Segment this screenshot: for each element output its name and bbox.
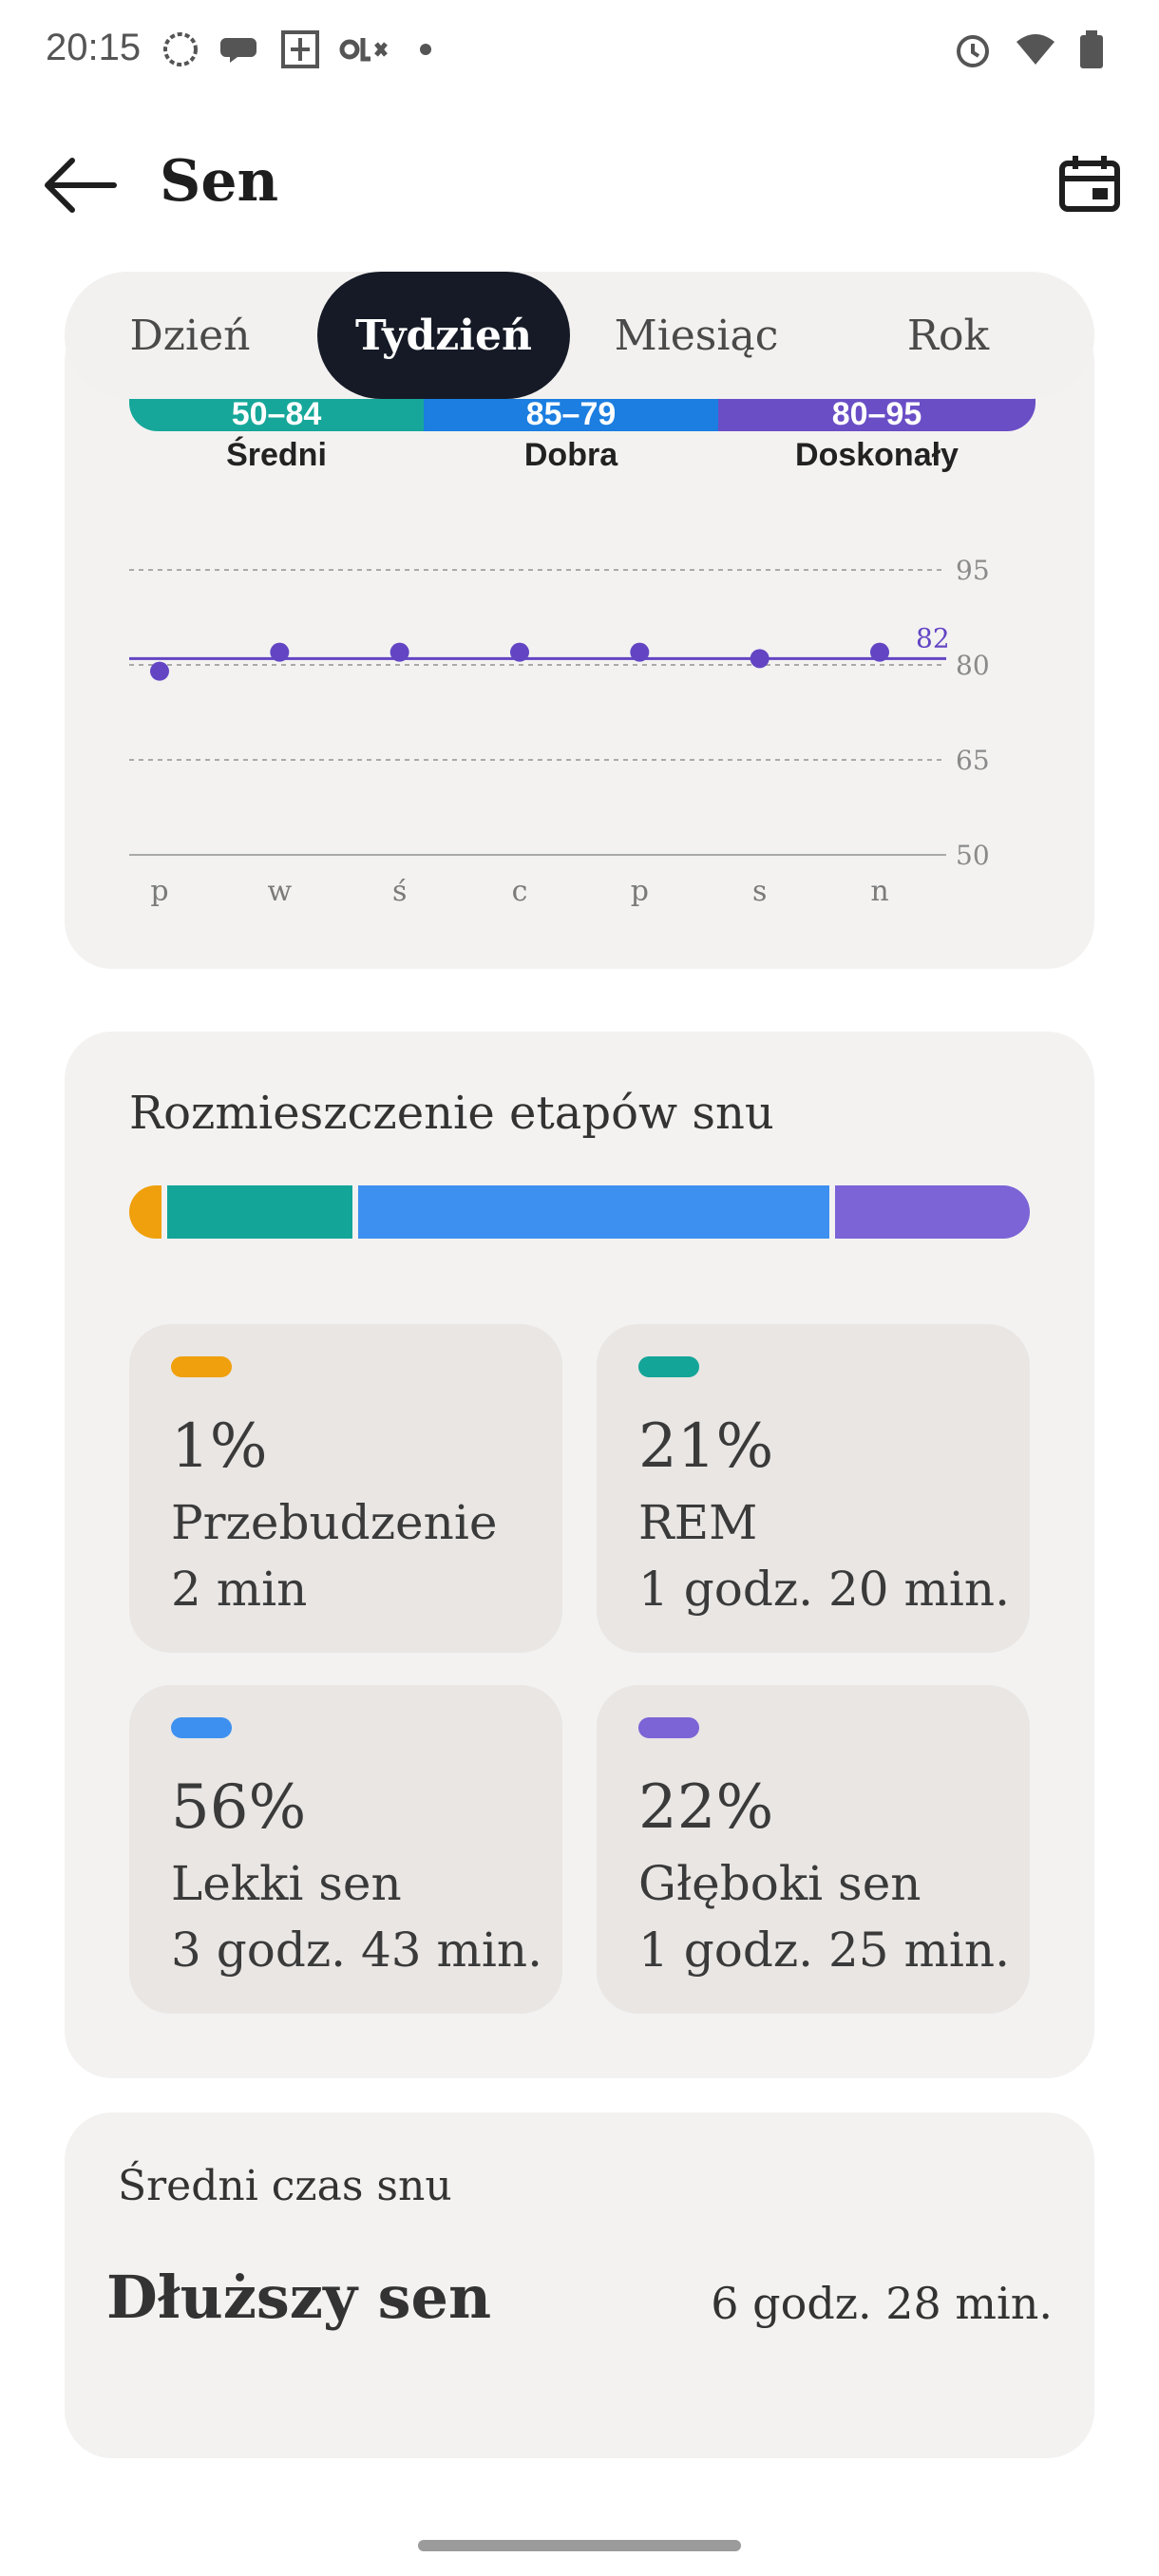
- y-tick-label: 65: [956, 745, 990, 776]
- page-title: Sen: [160, 148, 279, 215]
- calendar-icon[interactable]: [1056, 152, 1123, 218]
- score-range-good: 85–79: [424, 397, 718, 431]
- period-tabs: [65, 272, 1094, 399]
- stage-name: Przebudzenie: [171, 1495, 498, 1550]
- stage-duration: 1 godz. 20 min.: [638, 1562, 1010, 1617]
- x-tick-label: n: [870, 875, 888, 908]
- avg-sleep-value: 6 godz. 28 min.: [711, 2278, 1053, 2329]
- x-tick-label: p: [631, 875, 649, 908]
- score-range-excellent: 80–95: [718, 397, 1036, 431]
- x-tick-label: w: [267, 875, 292, 908]
- avg-sleep-main: Dłuższy sen: [106, 2263, 492, 2332]
- tab-month[interactable]: Miesiąc: [614, 311, 779, 360]
- signal-app-icon: [163, 32, 198, 66]
- stage-card-awake: [129, 1324, 562, 1653]
- avg-sleep-card[interactable]: [65, 2112, 1094, 2458]
- stage-percent: 21%: [638, 1411, 774, 1482]
- stage-percent: 56%: [171, 1772, 307, 1843]
- score-label-excellent: Doskonały: [795, 437, 959, 473]
- battery-icon: [1080, 30, 1103, 68]
- stages-bar: [129, 1185, 1030, 1239]
- stage-color-dot: [171, 1356, 232, 1377]
- chat-icon: [220, 38, 256, 63]
- stage-duration: 2 min: [171, 1562, 308, 1617]
- average-label: 82: [916, 622, 950, 653]
- data-point[interactable]: [150, 661, 169, 681]
- stage-color-dot: [638, 1717, 699, 1738]
- x-tick-label: p: [150, 875, 168, 908]
- stage-color-dot: [171, 1717, 232, 1738]
- stage-name: Głęboki sen: [638, 1856, 922, 1911]
- stages-title: Rozmieszczenie etapów snu: [129, 1087, 774, 1140]
- y-tick-label: 80: [956, 650, 990, 681]
- tab-day[interactable]: Dzień: [129, 311, 251, 360]
- weather-app-icon: [281, 30, 319, 68]
- stage-duration: 3 godz. 43 min.: [171, 1923, 542, 1978]
- stage-duration: 1 godz. 25 min.: [638, 1923, 1010, 1978]
- alarm-icon: [957, 35, 989, 67]
- stage-bar-segment: [835, 1185, 1030, 1239]
- tab-week[interactable]: Tydzień: [317, 272, 570, 399]
- stage-card-rem: [597, 1324, 1030, 1653]
- y-tick-label: 50: [956, 840, 990, 871]
- stage-card-light: [129, 1685, 562, 2014]
- stage-color-dot: [638, 1356, 699, 1377]
- data-point[interactable]: [390, 642, 409, 662]
- olx-icon: [339, 38, 388, 62]
- status-time: 20:15: [46, 27, 142, 68]
- x-tick-label: s: [752, 875, 767, 908]
- stage-bar-segment: [129, 1185, 162, 1239]
- x-tick-label: c: [512, 875, 528, 908]
- home-indicator[interactable]: [418, 2540, 741, 2551]
- score-label-good: Dobra: [523, 437, 618, 473]
- score-label-avg: Średni: [226, 437, 327, 473]
- data-point[interactable]: [630, 642, 650, 662]
- y-tick-label: 95: [956, 555, 990, 586]
- stage-name: REM: [638, 1495, 758, 1550]
- data-point[interactable]: [750, 649, 770, 669]
- score-range-avg: 50–84: [129, 397, 424, 431]
- x-tick-label: ś: [392, 875, 407, 908]
- stage-card-deep: [597, 1685, 1030, 2014]
- data-point[interactable]: [270, 642, 290, 662]
- stage-name: Lekki sen: [171, 1856, 402, 1911]
- avg-sleep-title: Średni czas snu: [118, 2162, 452, 2210]
- tab-year[interactable]: Rok: [906, 311, 990, 360]
- back-arrow-icon[interactable]: [38, 152, 124, 218]
- data-point[interactable]: [870, 642, 889, 662]
- sleep-score-chart: 50 65 80 95 82 p w ś c p s n: [129, 555, 990, 908]
- stage-bar-segment: [358, 1185, 830, 1239]
- wifi-icon: [1016, 34, 1054, 65]
- stage-percent: 1%: [171, 1411, 268, 1482]
- data-point[interactable]: [510, 642, 529, 662]
- stage-percent: 22%: [638, 1772, 774, 1843]
- notification-dot: [420, 44, 431, 55]
- stage-bar-segment: [167, 1185, 353, 1239]
